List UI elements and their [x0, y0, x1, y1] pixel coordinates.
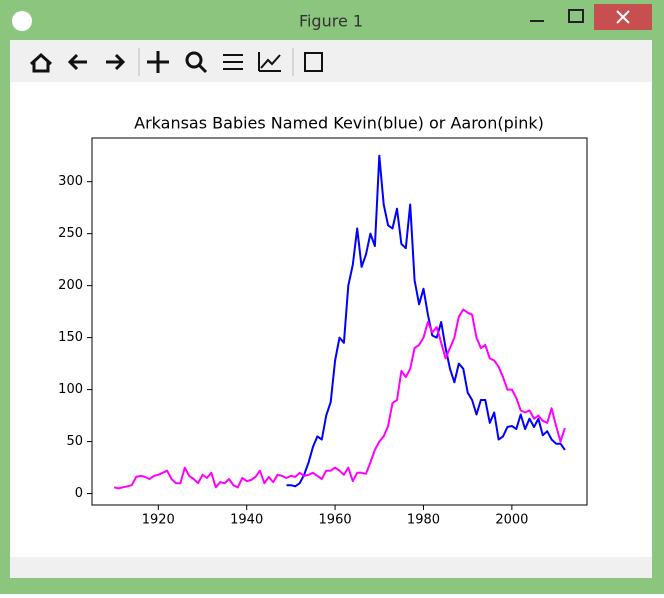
- window-title: Figure 1: [299, 12, 363, 31]
- toolbar-icons: [29, 48, 323, 76]
- forward-button[interactable]: [106, 53, 126, 71]
- back-button[interactable]: [67, 53, 87, 71]
- minimize-button[interactable]: [530, 20, 544, 22]
- home-button[interactable]: [29, 52, 53, 73]
- y-tick-label: 50: [66, 434, 83, 449]
- edit-button[interactable]: [258, 52, 281, 72]
- line-series: [113, 308, 566, 490]
- save-button[interactable]: [304, 52, 323, 72]
- x-tick-label: 1940: [230, 513, 263, 528]
- axes-frame: [91, 137, 588, 506]
- plot: Arkansas Babies Named Kevin(blue) or Aar…: [58, 114, 588, 528]
- y-tick-label: 200: [58, 278, 83, 293]
- y-tick-label: 0: [75, 486, 83, 501]
- x-tick-label: 1920: [142, 513, 175, 528]
- app-icon: [12, 11, 32, 31]
- configure-button[interactable]: [223, 54, 243, 70]
- maximize-button[interactable]: [568, 9, 584, 23]
- y-tick-label: 300: [58, 174, 83, 189]
- chart-title: Arkansas Babies Named Kevin(blue) or Aar…: [134, 114, 544, 133]
- x-tick-label: 2000: [495, 513, 528, 528]
- x-tick-label: 1960: [319, 513, 352, 528]
- y-tick-label: 150: [58, 330, 83, 345]
- zoom-button[interactable]: [185, 51, 203, 69]
- x-tick-label: 1980: [407, 513, 440, 528]
- line-series: [286, 154, 566, 488]
- pan-button[interactable]: [147, 51, 169, 73]
- close-icon: [616, 10, 630, 24]
- status-bar: [10, 557, 652, 578]
- y-tick-label: 250: [58, 226, 83, 241]
- y-tick-label: 100: [58, 382, 83, 397]
- zoom-handle: [197, 63, 208, 74]
